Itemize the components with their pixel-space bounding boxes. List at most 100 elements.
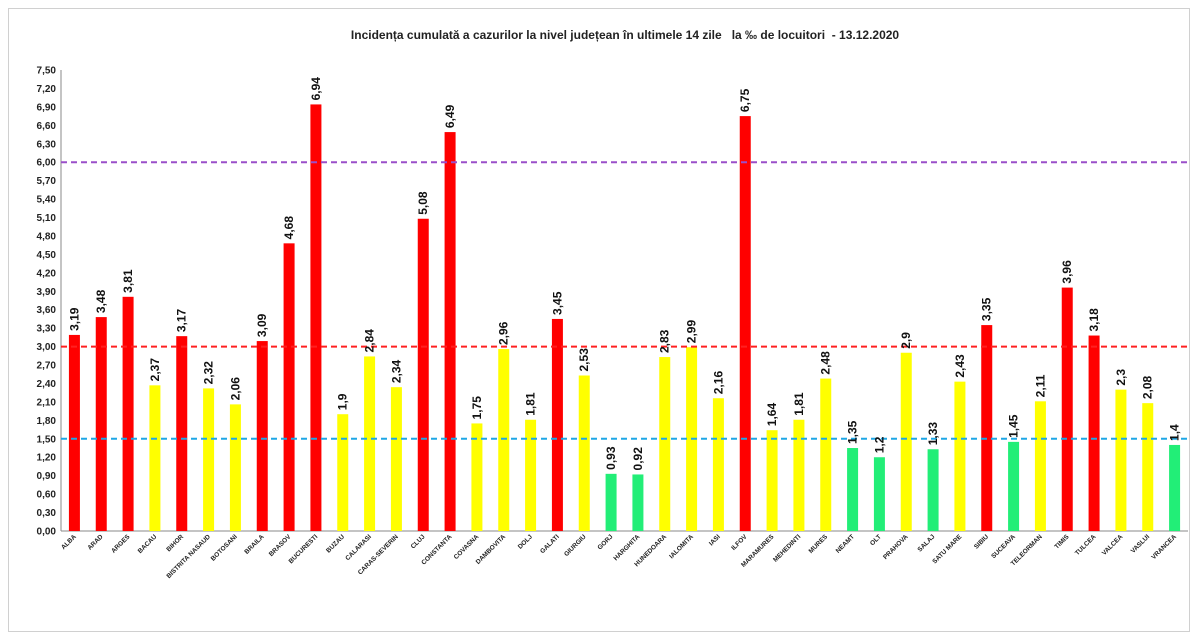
bar (176, 336, 188, 531)
data-label: 1,35 (846, 420, 860, 444)
data-label: 2,53 (577, 348, 591, 372)
category-label: SALAJ (916, 533, 936, 553)
category-label: MURES (808, 533, 830, 555)
y-tick-label: 0,90 (37, 471, 57, 482)
category-label: HARGHITA (612, 533, 641, 562)
bar (739, 116, 751, 531)
data-label: 1,64 (765, 403, 779, 427)
category-label: BOTOSANI (210, 533, 239, 562)
y-tick-label: 5,10 (37, 213, 57, 224)
bar (873, 457, 885, 531)
bar (122, 296, 134, 531)
y-tick-label: 7,20 (37, 84, 57, 95)
data-label: 3,09 (255, 313, 269, 337)
data-label: 2,08 (1141, 375, 1155, 399)
bar (793, 419, 805, 531)
data-label: 5,08 (416, 191, 430, 215)
bar (229, 404, 241, 531)
data-label: 1,2 (872, 436, 886, 453)
y-tick-label: 6,90 (37, 102, 57, 113)
y-tick-label: 0,00 (37, 527, 57, 538)
bar (1142, 403, 1154, 531)
category-label: SIBIU (973, 533, 990, 550)
data-label: 6,75 (738, 88, 752, 112)
bar (390, 387, 402, 531)
category-label: IASI (708, 533, 722, 547)
data-label: 2,9 (899, 332, 913, 349)
bar (900, 352, 912, 531)
y-tick-label: 3,00 (37, 342, 57, 353)
category-label: VALCEA (1101, 533, 1125, 557)
bar (1034, 401, 1046, 531)
category-label: GIURGIU (563, 533, 588, 558)
bar (820, 378, 832, 531)
bar (471, 423, 483, 531)
category-label: GALATI (539, 533, 561, 555)
data-label: 3,19 (67, 307, 81, 331)
data-label: 2,34 (389, 359, 403, 383)
bar (364, 356, 376, 531)
bar (1008, 441, 1020, 531)
data-label: 1,9 (336, 393, 350, 410)
bar (954, 381, 966, 531)
bar (203, 388, 215, 531)
bar (847, 448, 859, 531)
bar (1088, 335, 1100, 531)
y-tick-label: 6,00 (37, 158, 57, 169)
category-label: VRANCEA (1150, 533, 1178, 561)
data-label: 6,94 (309, 77, 323, 101)
category-label: ARAD (86, 533, 104, 551)
data-label: 6,49 (443, 104, 457, 128)
data-label: 2,11 (1033, 374, 1047, 397)
y-tick-label: 2,70 (37, 361, 57, 372)
y-tick-label: 1,80 (37, 416, 57, 427)
data-label: 1,81 (524, 392, 538, 416)
y-tick-label: 3,30 (37, 324, 57, 335)
bar (444, 132, 456, 531)
data-label: 2,96 (497, 321, 511, 345)
y-tick-label: 1,50 (37, 434, 57, 445)
category-label: BUCURESTI (288, 533, 320, 565)
data-label: 2,06 (228, 377, 242, 401)
data-label: 1,4 (1168, 424, 1182, 441)
category-label: BUZAU (325, 533, 346, 554)
bar (256, 341, 268, 531)
bar (149, 385, 161, 531)
y-tick-label: 4,20 (37, 268, 57, 279)
bar (578, 375, 590, 531)
data-label: 3,45 (550, 291, 564, 315)
data-label: 2,99 (685, 320, 699, 344)
y-tick-label: 3,60 (37, 305, 57, 316)
data-label: 1,33 (926, 422, 940, 446)
y-tick-label: 5,70 (37, 176, 57, 187)
data-label: 3,35 (980, 297, 994, 321)
category-label: ILFOV (730, 533, 749, 552)
data-label: 2,43 (953, 354, 967, 378)
category-label: VASLUI (1130, 533, 1152, 555)
data-label: 3,96 (1060, 260, 1074, 284)
category-label: SATU MARE (931, 533, 963, 565)
data-label: 2,32 (202, 361, 216, 385)
y-tick-label: 6,30 (37, 139, 57, 150)
category-label: ARGES (110, 533, 132, 555)
y-tick-label: 5,40 (37, 195, 57, 206)
data-label: 1,45 (1007, 414, 1021, 438)
data-label: 2,37 (148, 358, 162, 382)
data-label: 2,3 (1114, 369, 1128, 386)
category-label: BACAU (137, 533, 159, 555)
bar (712, 398, 724, 531)
y-tick-label: 3,90 (37, 287, 57, 298)
y-tick-label: 6,60 (37, 121, 57, 132)
bar (417, 218, 429, 531)
data-label: 2,16 (711, 371, 725, 395)
category-label: NEAMT (835, 533, 856, 554)
bar (605, 473, 617, 531)
bar (283, 243, 295, 531)
chart-title: Incidența cumulată a cazurilor la nivel … (350, 28, 900, 42)
bar (659, 357, 671, 531)
category-label: IALOMITA (668, 533, 695, 560)
data-label: 0,92 (631, 447, 645, 471)
y-tick-label: 4,50 (37, 250, 57, 261)
y-tick-label: 0,30 (37, 508, 57, 519)
